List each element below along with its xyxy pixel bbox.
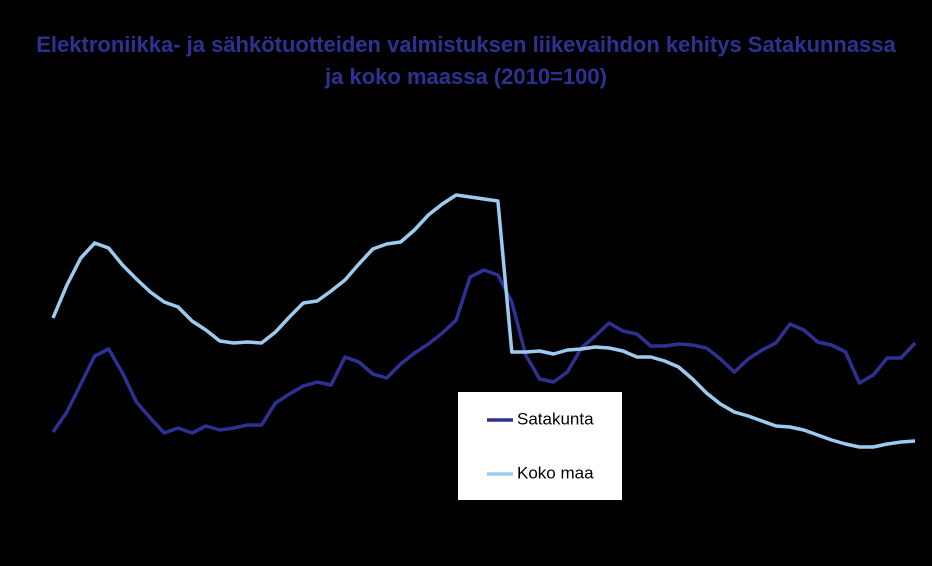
legend-label: Koko maa	[517, 463, 594, 482]
data-line	[51, 193, 916, 449]
plot-area	[51, 193, 917, 449]
legend: Satakunta Koko maa	[458, 392, 622, 500]
legend-label: Satakunta	[517, 409, 594, 428]
legend-box	[458, 392, 622, 500]
data-line	[51, 268, 917, 435]
chart-title: ja koko maassa (2010=100)	[324, 64, 607, 89]
chart-title: Elektroniikka- ja sähkötuotteiden valmis…	[36, 32, 896, 57]
